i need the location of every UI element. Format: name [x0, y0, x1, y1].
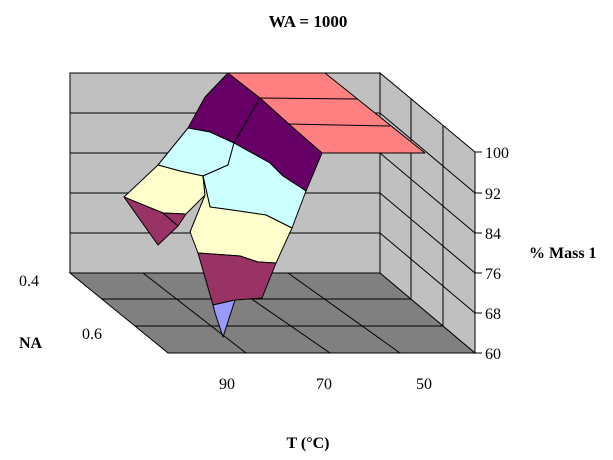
y-tick-label: 0.6: [82, 326, 102, 343]
side-wall-gridlines: [379, 99, 476, 326]
chart-title: WA = 1000: [269, 12, 348, 31]
surface-facet-maroon-mid: [162, 212, 187, 227]
z-tick-label: 76: [485, 266, 501, 283]
y-axis-label: NA: [19, 335, 43, 352]
z-axis-label: % Mass 1: [529, 245, 597, 262]
z-axis-tick-labels: 100 92 84 76 68 60: [485, 145, 509, 363]
z-tick-label: 84: [485, 226, 501, 243]
surface-facet-blue-tip: [212, 299, 236, 338]
x-tick-label: 70: [316, 376, 332, 393]
z-tick-label: 60: [485, 346, 501, 363]
z-tick-label: 68: [485, 306, 501, 323]
x-tick-label: 90: [219, 376, 235, 393]
x-axis-label: T (°C): [287, 435, 330, 452]
y-tick-label: 0.4: [19, 273, 39, 290]
surface: [123, 72, 426, 338]
z-axis-ticks: [475, 151, 482, 354]
z-tick-label: 100: [485, 145, 509, 162]
x-tick-label: 50: [416, 376, 432, 393]
z-tick-label: 92: [485, 186, 501, 203]
